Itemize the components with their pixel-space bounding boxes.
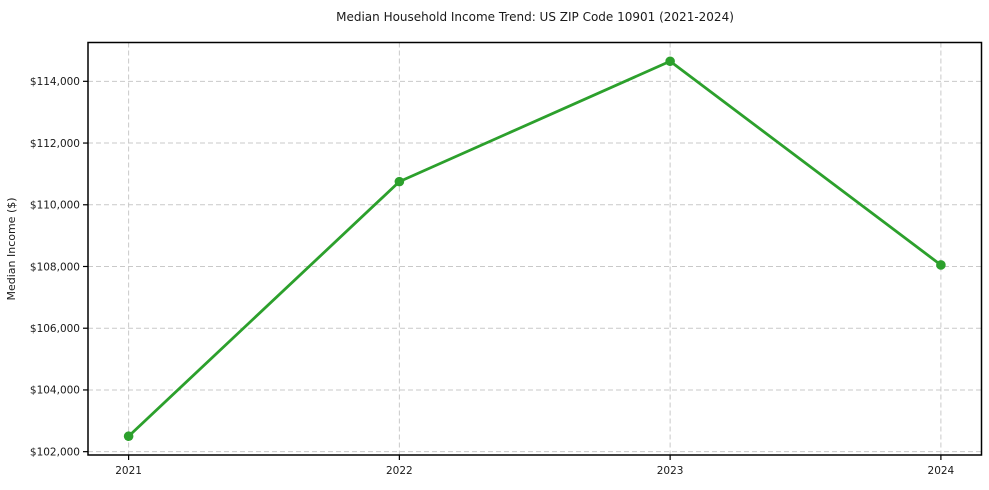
y-tick-label: $104,000 (30, 385, 80, 397)
y-tick-label: $114,000 (30, 76, 80, 88)
x-tick-label: 2022 (386, 465, 413, 477)
y-tick-label: $112,000 (30, 138, 80, 150)
y-axis-tick-labels: $102,000 $104,000 $106,000 $108,000 $110,000… (30, 76, 80, 458)
x-tick-label: 2021 (115, 465, 142, 477)
y-tick-label: $108,000 (30, 261, 80, 273)
data-point-2024 (936, 260, 946, 270)
y-axis-label: Median Income ($) (5, 197, 18, 300)
chart-title: Median Household Income Trend: US ZIP Co… (336, 10, 734, 24)
gridlines (88, 42, 982, 455)
data-point-2022 (394, 176, 405, 187)
x-tick-label: 2023 (657, 465, 684, 477)
income-series (123, 56, 946, 442)
y-tick-label: $110,000 (30, 200, 80, 212)
plot-border (87, 41, 983, 456)
data-point-2021 (123, 431, 134, 442)
x-tick-label: 2024 (928, 465, 955, 477)
x-axis-tick-labels: 2021 2022 2023 2024 (115, 465, 954, 477)
y-tick-label: $106,000 (30, 323, 80, 335)
axis-ticks (83, 80, 942, 460)
y-tick-label: $102,000 (30, 446, 80, 458)
trend-line (127, 59, 943, 438)
data-point-2023 (665, 56, 675, 67)
